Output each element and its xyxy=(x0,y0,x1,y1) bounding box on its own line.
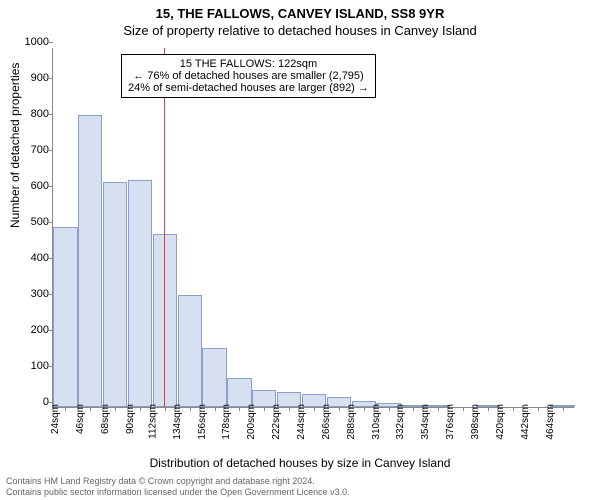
x-tick-mark xyxy=(115,407,116,411)
y-tick-label: 900 xyxy=(17,72,49,84)
x-tick-mark xyxy=(289,407,290,411)
x-tick-label: 46sqm xyxy=(75,404,86,434)
x-tick-mark xyxy=(140,407,141,411)
y-tick-label: 500 xyxy=(17,216,49,228)
annotation-line: 24% of semi-detached houses are larger (… xyxy=(128,82,369,94)
x-tick-label: 376sqm xyxy=(445,404,456,440)
x-tick-mark xyxy=(364,407,365,411)
annotation-box: 15 THE FALLOWS: 122sqm← 76% of detached … xyxy=(121,54,376,98)
x-axis-label: Distribution of detached houses by size … xyxy=(0,456,600,470)
histogram-bar xyxy=(53,227,77,407)
y-tick-label: 100 xyxy=(17,360,49,372)
x-tick-mark xyxy=(563,407,564,411)
sub-title: Size of property relative to detached ho… xyxy=(0,21,600,38)
x-tick-label: 266sqm xyxy=(321,404,332,440)
y-tick-label: 200 xyxy=(17,324,49,336)
x-tick-mark xyxy=(339,407,340,411)
x-tick-label: 288sqm xyxy=(346,404,357,440)
x-tick-label: 464sqm xyxy=(545,404,556,440)
x-tick-mark xyxy=(239,407,240,411)
x-tick-label: 332sqm xyxy=(396,404,407,440)
x-tick-mark xyxy=(165,407,166,411)
y-tick-label: 700 xyxy=(17,144,49,156)
plot-area: 0100200300400500600700800900100024sqm46s… xyxy=(52,48,574,408)
x-tick-mark xyxy=(538,407,539,411)
chart-container: 15, THE FALLOWS, CANVEY ISLAND, SS8 9YR … xyxy=(0,0,600,500)
x-tick-label: 112sqm xyxy=(147,404,158,439)
x-tick-label: 90sqm xyxy=(125,404,136,434)
y-tick-label: 400 xyxy=(17,252,49,264)
y-tick-label: 600 xyxy=(17,180,49,192)
x-tick-label: 134sqm xyxy=(172,404,183,440)
x-tick-mark xyxy=(65,407,66,411)
histogram-bar xyxy=(103,182,127,407)
histogram-bar xyxy=(128,180,152,407)
y-tick-label: 300 xyxy=(17,288,49,300)
y-tick-label: 800 xyxy=(17,108,49,120)
x-tick-label: 244sqm xyxy=(296,404,307,440)
histogram-bar xyxy=(178,295,202,407)
x-tick-mark xyxy=(215,407,216,411)
marker-line xyxy=(164,48,165,407)
x-tick-mark xyxy=(513,407,514,411)
histogram-bar xyxy=(227,378,251,407)
x-tick-label: 222sqm xyxy=(271,404,282,440)
x-tick-label: 24sqm xyxy=(50,404,61,434)
x-tick-label: 156sqm xyxy=(197,404,208,440)
x-tick-label: 310sqm xyxy=(371,404,382,440)
x-tick-mark xyxy=(190,407,191,411)
annotation-line: ← 76% of detached houses are smaller (2,… xyxy=(128,70,369,82)
x-tick-mark xyxy=(90,407,91,411)
footer-line-2: Contains public sector information licen… xyxy=(6,487,350,498)
x-tick-label: 200sqm xyxy=(246,404,257,440)
y-tick-label: 1000 xyxy=(17,36,49,48)
x-tick-mark xyxy=(488,407,489,411)
x-tick-label: 442sqm xyxy=(520,404,531,440)
x-tick-label: 354sqm xyxy=(420,404,431,440)
x-tick-label: 420sqm xyxy=(495,404,506,440)
histogram-bar xyxy=(78,115,102,407)
footer-attribution: Contains HM Land Registry data © Crown c… xyxy=(6,476,350,498)
x-tick-label: 398sqm xyxy=(470,404,481,440)
y-tick-label: 0 xyxy=(17,396,49,408)
x-tick-mark xyxy=(389,407,390,411)
x-tick-mark xyxy=(264,407,265,411)
main-title: 15, THE FALLOWS, CANVEY ISLAND, SS8 9YR xyxy=(0,0,600,21)
x-tick-mark xyxy=(463,407,464,411)
x-tick-mark xyxy=(413,407,414,411)
annotation-line: 15 THE FALLOWS: 122sqm xyxy=(128,58,369,70)
x-tick-label: 68sqm xyxy=(100,404,111,434)
histogram-bar xyxy=(202,348,226,407)
footer-line-1: Contains HM Land Registry data © Crown c… xyxy=(6,476,350,487)
x-tick-mark xyxy=(438,407,439,411)
x-tick-mark xyxy=(314,407,315,411)
x-tick-label: 178sqm xyxy=(222,404,233,440)
